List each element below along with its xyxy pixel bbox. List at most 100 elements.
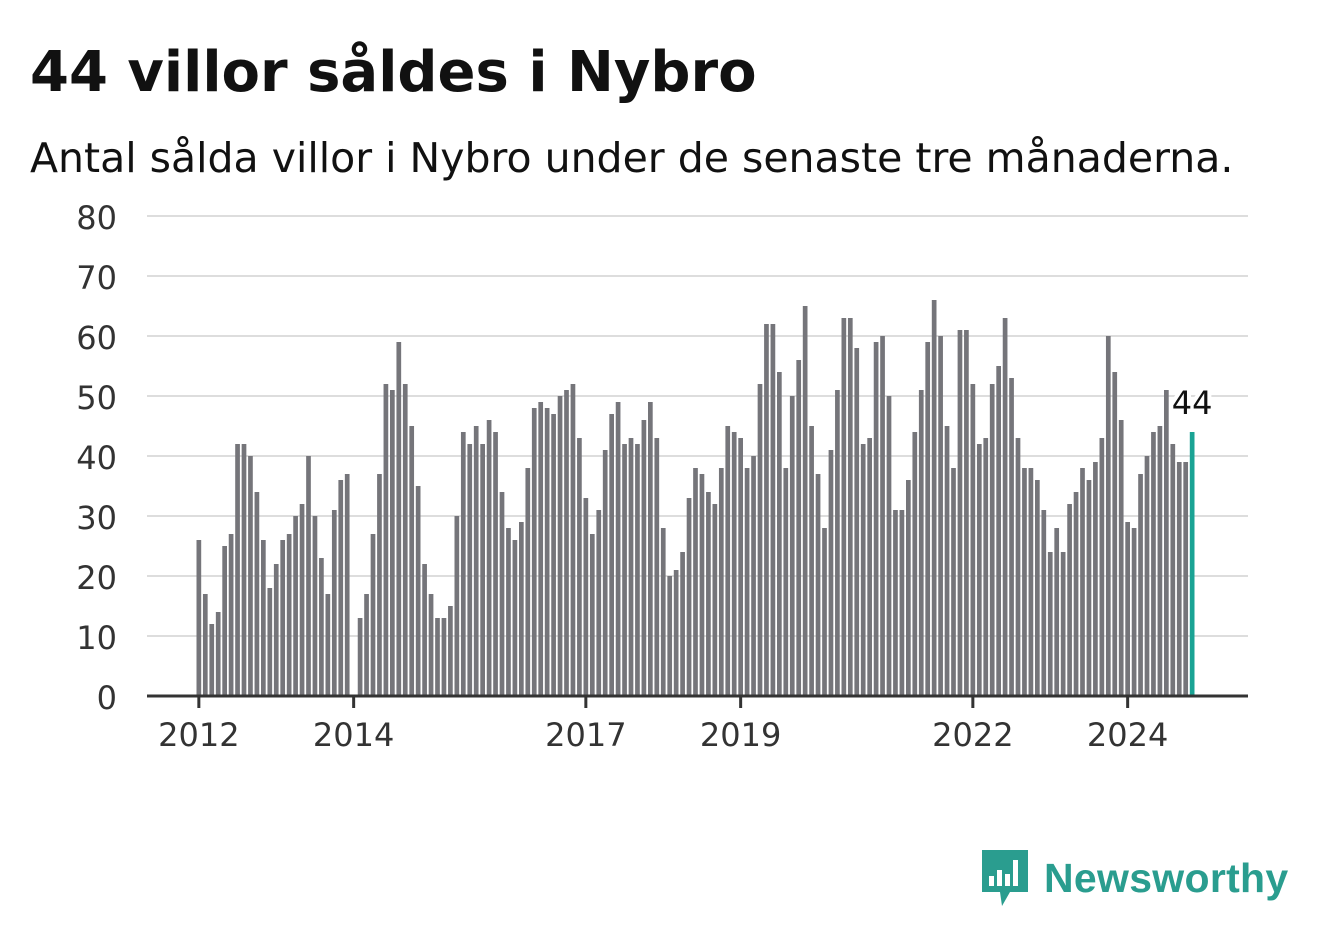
bar (209, 624, 215, 696)
bar (299, 504, 305, 696)
bar (1022, 468, 1027, 696)
brand-name: Newsworthy (1044, 854, 1289, 901)
bar (660, 528, 666, 696)
bar (854, 348, 860, 696)
bar (441, 618, 447, 696)
bar (951, 468, 956, 696)
bar (944, 426, 950, 696)
bar (196, 540, 202, 696)
x-tick-label: 2017 (545, 716, 626, 754)
brand-logo: Newsworthy (980, 848, 1289, 908)
bar (648, 402, 653, 696)
value-annotation: 44 (1172, 384, 1213, 422)
bar (228, 534, 234, 696)
bar (267, 588, 273, 696)
bar (493, 432, 498, 696)
y-tick-label: 10 (76, 619, 117, 657)
bar (1125, 522, 1130, 696)
bar (602, 450, 608, 696)
bar (473, 426, 479, 696)
bar (912, 432, 918, 696)
x-tick-label: 2014 (313, 716, 394, 754)
bar (306, 456, 311, 696)
bar (673, 570, 679, 696)
bar (538, 402, 544, 696)
bar (215, 612, 221, 696)
bar (693, 468, 698, 696)
bar (1093, 462, 1098, 696)
bar (757, 384, 763, 696)
bar (222, 546, 227, 696)
bar (738, 438, 743, 696)
bar (480, 444, 485, 696)
bar (886, 396, 892, 696)
chart-subtitle: Antal sålda villor i Nybro under de sena… (30, 134, 1234, 182)
bar (815, 474, 821, 696)
bar (564, 390, 569, 696)
bar (796, 360, 802, 696)
bar (293, 516, 298, 696)
bar (1112, 372, 1118, 696)
bar (390, 390, 395, 696)
bar (577, 438, 582, 696)
bar (628, 438, 634, 696)
bar (1183, 462, 1189, 696)
bar (454, 516, 460, 696)
bar (1009, 378, 1014, 696)
bar (570, 384, 576, 696)
bar (331, 510, 337, 696)
bar (512, 540, 518, 696)
bar (596, 510, 602, 696)
bar (706, 492, 711, 696)
bar (248, 456, 253, 696)
bar (931, 300, 937, 696)
bar (486, 420, 492, 696)
bar (1099, 438, 1105, 696)
bar (725, 426, 731, 696)
bar (615, 402, 621, 696)
bar (764, 324, 769, 696)
bar (686, 498, 692, 696)
bar (835, 390, 840, 696)
bar (899, 510, 905, 696)
bar (938, 336, 943, 696)
bar (783, 468, 789, 696)
bar (751, 456, 756, 696)
bar (235, 444, 240, 696)
bar (699, 474, 705, 696)
bar (635, 444, 640, 696)
bar (1151, 432, 1156, 696)
bar (770, 324, 776, 696)
bar (609, 414, 614, 696)
bar (996, 366, 1001, 696)
bar (273, 564, 279, 696)
bar (1015, 438, 1021, 696)
bar (1080, 468, 1085, 696)
bar (654, 438, 660, 696)
bar (1086, 480, 1092, 696)
bar (880, 336, 885, 696)
bar (925, 342, 931, 696)
y-tick-label: 0 (97, 679, 117, 717)
bar (867, 438, 872, 696)
bar (641, 420, 647, 696)
bar (261, 540, 266, 696)
bar (964, 330, 969, 696)
bar (622, 444, 627, 696)
bar (976, 444, 982, 696)
bar (319, 558, 324, 696)
highlighted-bar (1189, 432, 1195, 696)
bar (499, 492, 505, 696)
y-tick-label: 30 (76, 499, 117, 537)
bar (583, 498, 589, 696)
y-tick-label: 70 (76, 259, 117, 297)
newsworthy-logo-icon (982, 850, 1028, 906)
bar (809, 426, 814, 696)
x-tick-label: 2012 (158, 716, 239, 754)
bar (731, 432, 737, 696)
bar (402, 384, 408, 696)
bar (777, 372, 782, 696)
bar (957, 330, 963, 696)
bar (589, 534, 595, 696)
y-tick-label: 50 (76, 379, 117, 417)
